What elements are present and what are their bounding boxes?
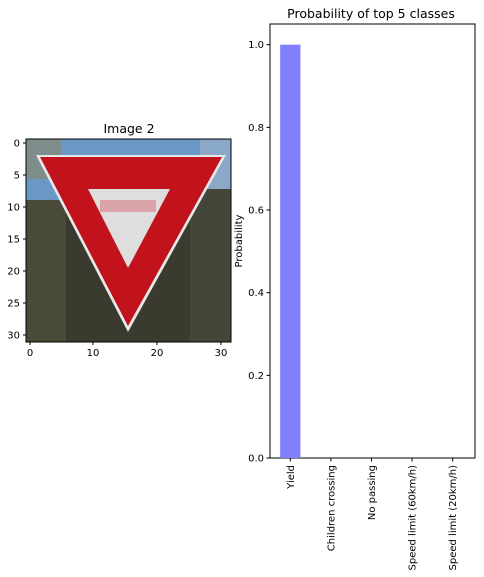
image-panel: Image 2 0 5 10 15 20 25 3 <box>7 121 232 359</box>
x-tick-label: Children crossing <box>326 465 337 551</box>
image-ytick: 0 <box>14 139 20 150</box>
image-ytick: 25 <box>7 299 20 310</box>
y-tick-label: 0.0 <box>248 454 264 465</box>
y-tick-label: 0.8 <box>248 123 264 134</box>
image-ytick: 15 <box>7 235 20 246</box>
image-xtick: 30 <box>215 348 228 359</box>
bar-chart: Probability of top 5 classes Probability… <box>234 6 476 570</box>
x-tick-label: Speed limit (60km/h) <box>408 465 419 571</box>
x-tick-label: Yield <box>286 465 297 490</box>
image-ytick: 20 <box>7 267 20 278</box>
x-ticks: Yield Children crossing No passing Speed li… <box>286 458 459 570</box>
y-tick-label: 0.2 <box>248 371 264 382</box>
image-ytick: 30 <box>7 331 20 342</box>
image-title: Image 2 <box>103 121 154 136</box>
chart-title: Probability of top 5 classes <box>287 6 455 21</box>
bars <box>280 44 301 459</box>
y-ticks: 0.0 0.2 0.4 0.6 0.8 1.0 <box>248 40 270 465</box>
x-tick-label: Speed limit (20km/h) <box>448 465 459 571</box>
bar <box>280 44 301 459</box>
sign-image <box>25 138 232 343</box>
image-xtick: 20 <box>151 348 164 359</box>
image-ytick: 10 <box>7 203 20 214</box>
y-tick-label: 1.0 <box>248 40 264 51</box>
y-tick-label: 0.4 <box>248 288 264 299</box>
x-tick-label: No passing <box>367 465 378 520</box>
image-x-ticks: 0 10 20 30 <box>27 342 228 359</box>
image-ytick: 5 <box>14 171 20 182</box>
image-xtick: 10 <box>87 348 100 359</box>
plot-frame <box>269 23 476 459</box>
y-tick-label: 0.6 <box>248 206 264 217</box>
image-y-ticks: 0 5 10 15 20 25 30 <box>7 139 26 342</box>
image-xtick: 0 <box>27 348 33 359</box>
y-axis-label: Probability <box>234 214 245 267</box>
